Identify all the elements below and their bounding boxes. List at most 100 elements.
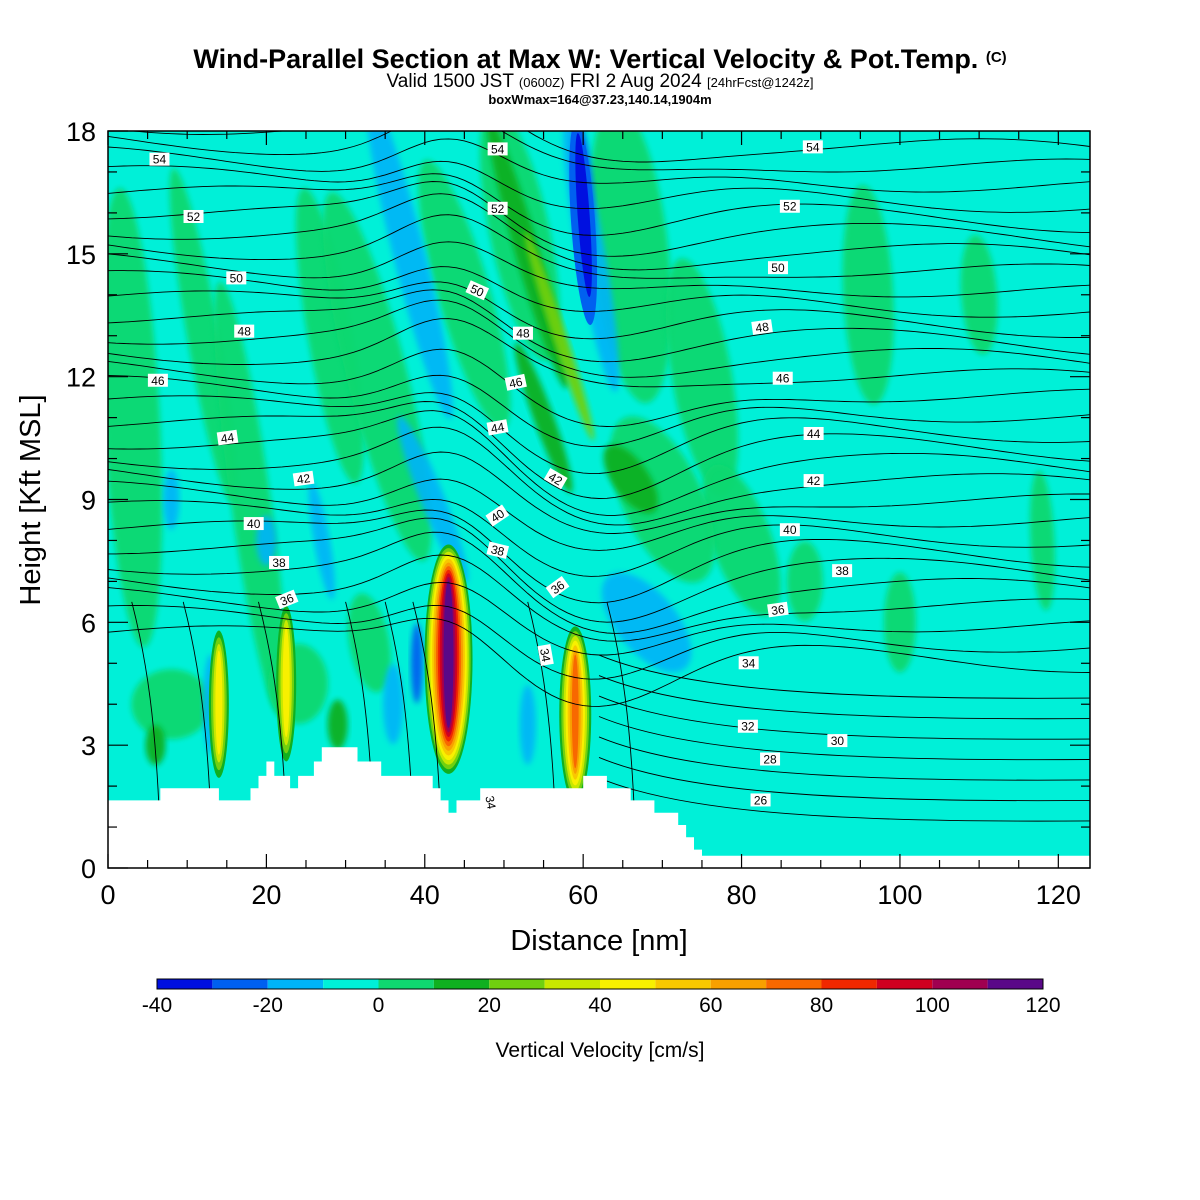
colorbar-bin [157,979,213,989]
downdraft-band [410,623,423,704]
colorbar-tick-label: 0 [373,994,385,1017]
isentrope-line [598,716,1090,761]
colorbar-tick-label: 80 [810,994,833,1017]
isentrope-line [108,604,1090,680]
isentrope-label-text: 54 [806,140,820,154]
isentrope-label-box [827,734,848,748]
isentrope-line [108,181,1090,257]
isentrope-label: 52 [487,201,508,216]
isentrope-line [108,581,1090,656]
isentrope-labels: 54 52 50 48 46 44 42 40 38 36 54 52 50 48 46 44 42 40 38 36… [147,140,853,814]
isentrope-label-text: 54 [491,142,505,156]
isentrope-line [182,601,212,819]
valid-utc: (0600Z) [518,75,565,90]
isentrope-label: 50 [767,261,788,275]
isentrope-line [108,160,1090,213]
isentrope-label-text: 52 [783,200,797,214]
isentrope-line [108,410,1090,516]
isentrope-label: 34 [537,644,554,666]
isentrope-line [598,757,1090,802]
isentrope-label: 48 [234,324,255,339]
downdraft-band [364,131,453,419]
green-band [322,192,432,562]
isentrope-label-box [750,793,771,807]
downdraft-band [519,684,536,765]
isentrope-label-text: 38 [272,556,286,570]
isentrope-line [108,131,1090,173]
colorbar-tick-label: -20 [253,994,283,1017]
colorbar-tick-label: 40 [588,994,611,1017]
isentrope-label-box [767,601,789,618]
isentrope-label: 46 [772,371,793,386]
isentrope-label-box [751,319,773,335]
x-axis-label: Distance [nm] [510,925,687,957]
valid-prefix: Valid 1500 JST [386,71,514,92]
isentrope-label: 52 [183,209,204,224]
isentrope-label-box [767,261,788,275]
isentrope-label: 38 [832,564,853,578]
isentrope-line [598,675,1090,720]
isentrope-label: 40 [243,517,264,531]
updraft-core [276,605,297,762]
isentrope-line [606,601,636,819]
forecast-info: [24hrFcst@1242z] [707,75,814,90]
isentrope-label-text: 46 [776,372,790,386]
green-band [960,234,998,355]
x-tick-label: 40 [410,880,440,910]
isentrope-line [108,299,1090,378]
isentrope-label-text: 42 [546,470,565,489]
downdraft-core-inner [575,133,592,298]
isentrope-lines [108,131,1090,822]
isentrope-label: 32 [737,719,758,734]
isentrope-label-box [486,419,509,436]
colorbar-bin [932,979,988,989]
isentrope-label-box [149,152,170,166]
colorbar-bin [323,979,379,989]
isentrope-label-box [803,474,824,488]
isentrope-label: 36 [545,575,570,599]
isentrope-line [108,266,1090,318]
isentrope-line [108,478,1090,551]
isentrope-line [108,281,1090,340]
colorbar-bin [876,979,933,989]
colorbar-bin [600,979,656,989]
colorbar-tick-label: 120 [1025,994,1060,1017]
isentrope-line [108,517,1090,623]
isentrope-line [598,777,1090,822]
isentrope-line [108,426,1090,526]
darkgreen-band [145,725,166,766]
isentrope-label: 46 [147,373,168,388]
valid-date: FRI 2 Aug 2024 [569,71,702,92]
isentrope-label-box [485,504,510,527]
isentrope-line [108,348,1090,427]
isentrope-label-text: 50 [468,282,486,300]
green-band [702,464,781,617]
isentrope-label: 36 [767,601,789,618]
isentrope-label-box [779,523,800,537]
y-tick-label: 9 [81,486,96,516]
isentrope-label: 28 [760,752,781,766]
box-wmax-info: boxWmax=164@37.23,140.14,1904m [488,92,712,107]
isentrope-label: 54 [149,152,170,167]
isentrope-label-text: 34 [482,795,498,811]
isentrope-line [527,601,556,819]
isentrope-label-box [738,656,759,670]
isentrope-label: 48 [751,319,773,335]
isentrope-label-box [269,555,290,569]
isentrope-label-box [487,201,508,215]
colorbar-tick-label: -40 [142,994,172,1017]
y-axis-label: Height [Kft MSL] [15,394,47,605]
isentrope-line [108,617,1090,707]
isentrope-label-box [216,429,239,446]
isentrope-label-text: 28 [763,752,777,766]
darkgreen-band [327,699,348,750]
isentrope-label-text: 36 [770,602,785,618]
isentrope-label-text: 42 [296,471,311,487]
green-band [883,572,916,673]
isentrope-label-text: 44 [220,430,235,446]
isentrope-label: 52 [779,199,800,214]
isentrope-label-box [465,280,490,301]
colorbar: -40 -20 0 20 40 60 80 100 120 [142,978,1061,1017]
isentrope-label-box [482,791,500,814]
isentrope-label: 50 [465,280,490,301]
